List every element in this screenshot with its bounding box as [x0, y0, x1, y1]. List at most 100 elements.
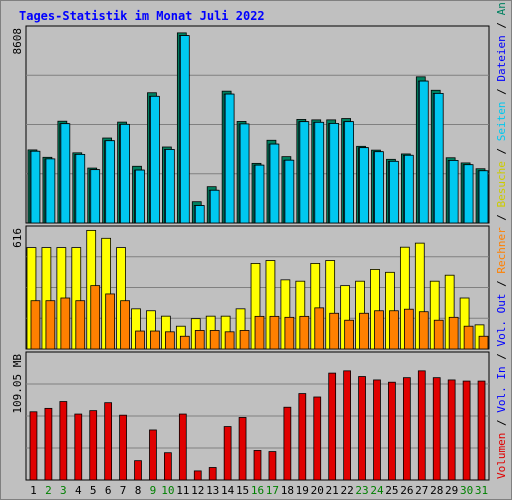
- volumen-bar: [462, 380, 471, 481]
- s1-seiten-bar: [418, 80, 429, 224]
- s1-seiten-bar: [254, 164, 265, 224]
- side-legend-part: Anfragen: [495, 1, 508, 15]
- s2-rechner-bar: [463, 325, 474, 350]
- s2-rechner-bar: [418, 311, 429, 350]
- s2-rechner-bar: [105, 293, 116, 350]
- x-tick-label: 25: [385, 484, 398, 497]
- s1-seiten-bar: [433, 93, 444, 224]
- x-tick-label: 11: [176, 484, 189, 497]
- s2-rechner-bar: [344, 319, 354, 350]
- s1-seiten-bar: [105, 140, 116, 224]
- volumen-bar: [432, 377, 441, 481]
- chart-title: Tages-Statistik im Monat Juli 2022: [19, 9, 265, 23]
- x-tick-label: 18: [281, 484, 294, 497]
- s1-seiten-bar: [374, 151, 384, 224]
- x-tick-label: 27: [415, 484, 428, 497]
- s2-rechner-bar: [269, 315, 280, 350]
- s2-rechner-bar: [179, 335, 190, 350]
- side-legend-part: /: [495, 347, 508, 367]
- s2-rechner-bar: [194, 330, 205, 350]
- s2-rechner-bar: [359, 312, 369, 350]
- s1-seiten-bar: [478, 170, 489, 224]
- volumen-bar: [268, 451, 277, 481]
- s2-rechner-bar: [90, 285, 101, 350]
- side-legend-part: Vol. Out: [495, 294, 508, 347]
- s2-rechner-bar: [165, 331, 175, 350]
- volumen-bar: [417, 370, 426, 481]
- x-tick-label: 21: [326, 484, 339, 497]
- volumen-bar: [343, 370, 351, 481]
- s1-seiten-bar: [30, 150, 41, 224]
- x-tick-label: 23: [355, 484, 368, 497]
- x-tick-label: 28: [430, 484, 443, 497]
- volumen-bar: [238, 417, 247, 481]
- s1-seiten-bar: [284, 159, 295, 224]
- s2-rechner-bar: [448, 316, 459, 350]
- s2-rechner-bar: [329, 312, 340, 350]
- s1-seiten-bar: [239, 123, 250, 224]
- s1-seiten-bar: [224, 93, 235, 224]
- s2-rechner-bar: [120, 300, 130, 350]
- x-tick-label: 2: [45, 484, 52, 497]
- x-tick-label: 17: [266, 484, 279, 497]
- s1-seiten-bar: [269, 143, 280, 224]
- side-legend-part: /: [495, 413, 508, 433]
- s2-rechner-bar: [254, 315, 265, 350]
- s2-rechner-bar: [239, 330, 250, 350]
- x-tick-label: 1: [30, 484, 37, 497]
- x-tick-label: 13: [206, 484, 219, 497]
- s2-rechner-bar: [314, 307, 325, 350]
- x-tick-label: 7: [120, 484, 127, 497]
- side-legend-part: /: [495, 82, 508, 102]
- s2-rechner-bar: [299, 315, 310, 350]
- x-tick-label: 14: [221, 484, 235, 497]
- s2-rechner-bar: [478, 335, 489, 350]
- s2-rechner-bar: [135, 330, 145, 350]
- y-axis-label-3: 109.05 MB: [11, 354, 24, 414]
- x-tick-label: 5: [90, 484, 97, 497]
- volumen-bar: [89, 410, 98, 481]
- s1-seiten-bar: [165, 149, 175, 224]
- volumen-bar: [253, 450, 262, 481]
- s2-rechner-bar: [150, 330, 160, 350]
- side-legend-part: Besuche: [495, 161, 508, 207]
- volumen-bar: [193, 470, 202, 481]
- s2-rechner-bar: [224, 331, 235, 350]
- s2-rechner-bar: [209, 330, 220, 350]
- s1-seiten-bar: [299, 121, 310, 224]
- side-legend-part: /: [495, 15, 508, 35]
- x-tick-label: 16: [251, 484, 264, 497]
- x-tick-label: 19: [296, 484, 309, 497]
- volumen-bar: [223, 426, 232, 481]
- s2-rechner-bar: [389, 310, 399, 350]
- s1-seiten-bar: [194, 205, 205, 224]
- s1-seiten-bar: [120, 123, 130, 224]
- s1-seiten-bar: [448, 160, 459, 224]
- volumen-bar: [328, 372, 337, 481]
- x-tick-label: 30: [460, 484, 473, 497]
- volumen-bar: [373, 379, 381, 481]
- s1-seiten-bar: [463, 164, 474, 224]
- x-tick-label: 20: [311, 484, 324, 497]
- volumen-bar: [283, 406, 292, 481]
- side-legend-part: Vol. In: [495, 366, 508, 412]
- x-tick-label: 12: [191, 484, 204, 497]
- side-legend-part: Seiten: [495, 101, 508, 141]
- volumen-bar: [447, 379, 456, 481]
- volumen-bar: [178, 413, 187, 481]
- s2-rechner-bar: [403, 308, 414, 350]
- s1-seiten-bar: [179, 35, 190, 224]
- x-tick-label: 3: [60, 484, 67, 497]
- s2-rechner-bar: [75, 300, 86, 350]
- side-legend-part: /: [495, 274, 508, 294]
- side-legend: Volumen / Vol. In / Vol. Out / Rechner /…: [495, 1, 508, 479]
- y-axis-label-1: 8608: [11, 28, 24, 55]
- volumen-bar: [208, 467, 217, 481]
- s1-seiten-bar: [314, 121, 325, 224]
- s1-seiten-bar: [60, 123, 71, 224]
- s2-rechner-bar: [374, 310, 384, 350]
- s1-seiten-bar: [135, 169, 145, 224]
- x-tick-label: 24: [370, 484, 384, 497]
